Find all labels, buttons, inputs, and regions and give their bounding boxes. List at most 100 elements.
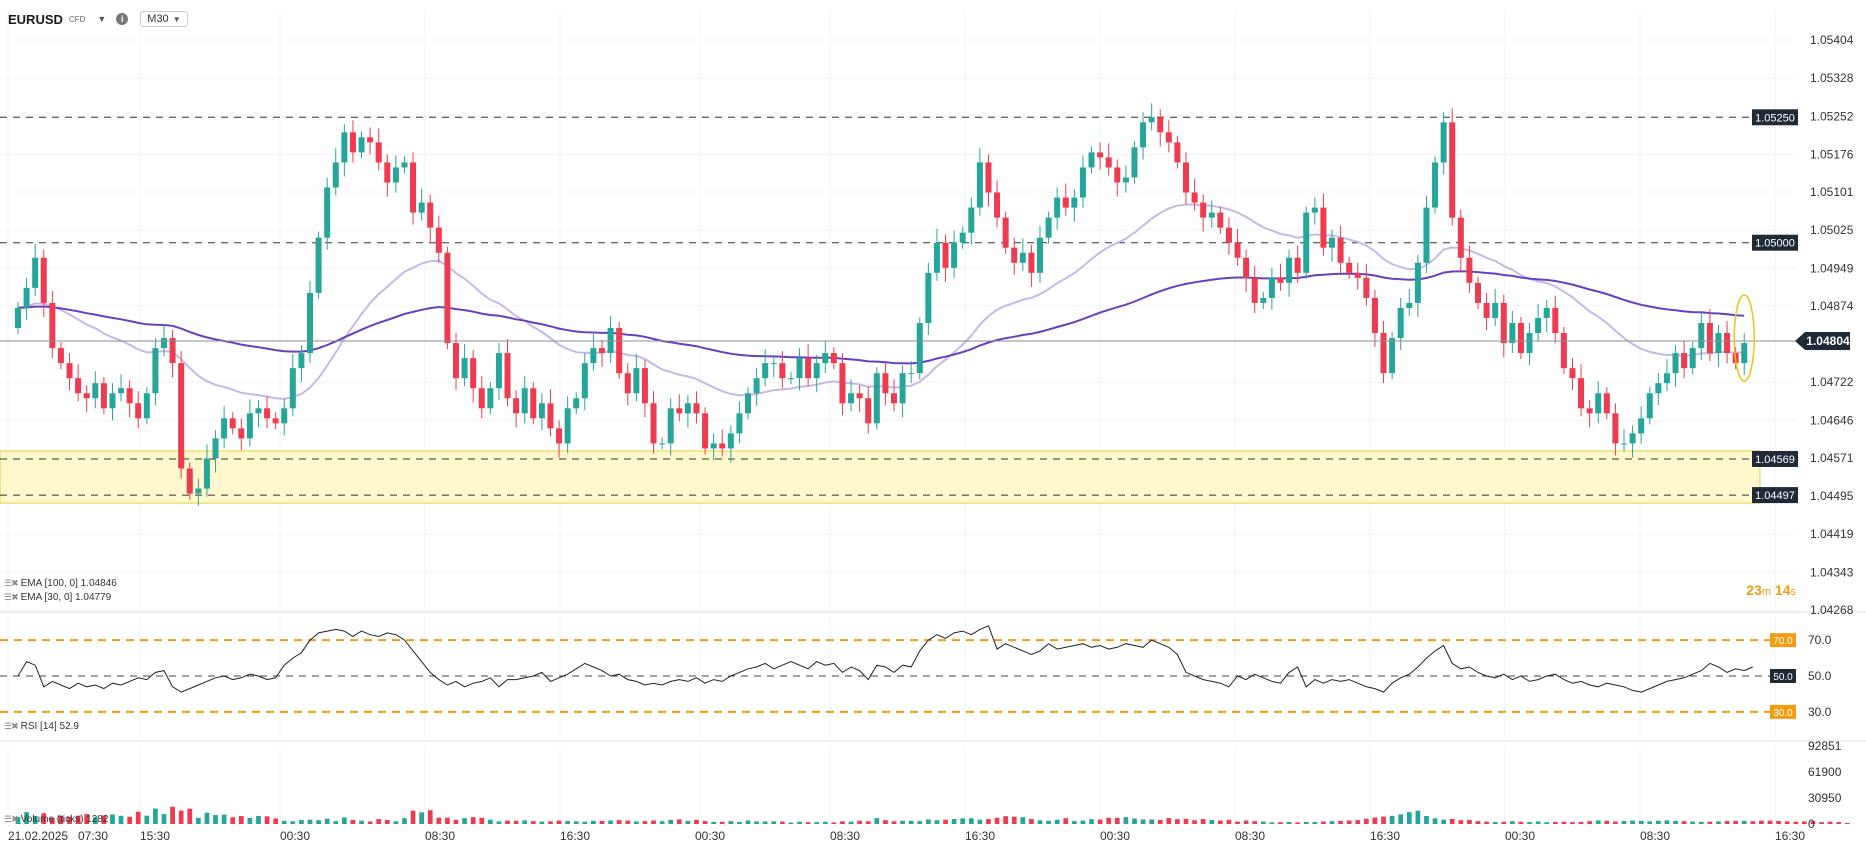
volume-bar bbox=[376, 819, 382, 824]
price-level-tag-bg bbox=[1752, 109, 1798, 126]
candle bbox=[324, 177, 331, 250]
price-axis-tick: 1.05404 bbox=[1810, 33, 1854, 47]
chart-header: EURUSD CFD ▼ i M30 ▼ bbox=[8, 8, 188, 30]
settings-icon[interactable]: ☰✖ bbox=[4, 814, 19, 824]
volume-bar bbox=[299, 819, 304, 824]
candle bbox=[1208, 200, 1215, 228]
candle bbox=[1122, 165, 1129, 193]
candle-body bbox=[14, 307, 22, 329]
candle-body bbox=[92, 383, 99, 399]
volume-bar bbox=[883, 820, 888, 824]
candle-body bbox=[787, 378, 794, 380]
candle-body bbox=[1354, 272, 1361, 278]
candle bbox=[470, 350, 477, 403]
candle-body bbox=[1191, 192, 1198, 203]
volume-bar bbox=[1312, 822, 1318, 824]
candle bbox=[1165, 120, 1172, 153]
time-axis-tick: 00:30 bbox=[695, 829, 725, 843]
candle bbox=[410, 152, 417, 225]
settings-icon[interactable]: ☰✖ bbox=[4, 721, 19, 731]
candle-body bbox=[349, 132, 356, 153]
candle bbox=[1535, 303, 1542, 342]
settings-icon[interactable]: ☰✖ bbox=[4, 578, 19, 588]
candle-body bbox=[1303, 212, 1310, 273]
legend-volume-label: Volume (ticks) 1282 bbox=[20, 814, 109, 825]
volume-bar bbox=[436, 817, 442, 824]
candle-body bbox=[1380, 333, 1387, 374]
candle-body bbox=[264, 408, 271, 419]
price-level-tag: 1.04497 bbox=[1752, 487, 1798, 504]
candle-body bbox=[1165, 132, 1172, 143]
candle-body bbox=[616, 328, 623, 374]
volume-bar bbox=[1844, 822, 1850, 824]
candle-body bbox=[452, 343, 460, 379]
countdown-min-unit: m bbox=[1761, 586, 1772, 598]
candle bbox=[753, 368, 760, 406]
candle-body bbox=[1054, 197, 1061, 218]
volume-bar bbox=[1518, 821, 1524, 824]
candle-body bbox=[178, 363, 185, 469]
candle-body bbox=[1182, 162, 1190, 193]
candle bbox=[178, 351, 185, 479]
volume-bar bbox=[1200, 819, 1206, 824]
candle-body bbox=[495, 353, 502, 389]
candle-body bbox=[401, 162, 408, 168]
candle bbox=[916, 316, 923, 380]
volume-bar bbox=[1123, 817, 1129, 824]
settings-icon[interactable]: ☰✖ bbox=[4, 592, 19, 602]
time-axis-tick: 16:30 bbox=[965, 829, 995, 843]
volume-bar bbox=[75, 815, 81, 824]
candle-body bbox=[796, 358, 803, 379]
candle bbox=[839, 353, 846, 416]
timeframe-select[interactable]: M30 ▼ bbox=[140, 11, 188, 27]
candle bbox=[1157, 109, 1164, 147]
legend-ema100[interactable]: ☰✖ EMA [100, 0] 1.04846 bbox=[4, 578, 117, 589]
rsi-level-tag-text: 70.0 bbox=[1773, 636, 1793, 647]
candle bbox=[744, 387, 752, 420]
candle-body bbox=[573, 398, 580, 409]
volume-bar bbox=[951, 818, 957, 824]
legend-volume[interactable]: ☰✖ Volume (ticks) 1282 bbox=[4, 814, 108, 825]
volume-bar bbox=[1303, 821, 1309, 824]
candle-body bbox=[315, 237, 322, 293]
volume-bar bbox=[1527, 822, 1532, 824]
candle-body bbox=[727, 433, 734, 449]
candle-body bbox=[1663, 373, 1670, 384]
volume-bar bbox=[1175, 819, 1180, 824]
volume-bar bbox=[616, 820, 622, 824]
volume-bar bbox=[15, 817, 21, 824]
candle-body bbox=[1681, 353, 1688, 369]
candle bbox=[160, 323, 168, 357]
candle bbox=[573, 392, 580, 415]
symbol-label[interactable]: EURUSD bbox=[8, 11, 63, 27]
candle bbox=[650, 391, 657, 454]
info-icon[interactable]: i bbox=[116, 13, 129, 25]
chevron-down-icon[interactable]: ▼ bbox=[97, 14, 107, 24]
volume-bar bbox=[1278, 822, 1283, 824]
candle-body bbox=[1578, 378, 1585, 409]
candle bbox=[590, 334, 597, 372]
volume-bar bbox=[462, 818, 467, 824]
candle-body bbox=[1492, 302, 1499, 318]
time-axis-tick: 16:30 bbox=[1775, 829, 1805, 843]
candle bbox=[1371, 289, 1378, 348]
candle-body bbox=[538, 403, 545, 419]
candle bbox=[1526, 322, 1533, 366]
volume-bar bbox=[591, 820, 596, 824]
candle bbox=[581, 353, 588, 411]
price-axis-tick: 1.04722 bbox=[1810, 375, 1854, 389]
candle bbox=[1088, 146, 1095, 174]
legend-ema30[interactable]: ☰✖ EMA [30, 0] 1.04779 bbox=[4, 592, 111, 603]
volume-bar bbox=[1441, 819, 1447, 824]
candle-body bbox=[1638, 418, 1645, 434]
candle-body bbox=[564, 408, 571, 444]
candle bbox=[1268, 267, 1275, 310]
volume-bar bbox=[84, 814, 90, 824]
volume-axis-tick: 0 bbox=[1808, 817, 1815, 831]
candle-body bbox=[641, 368, 648, 404]
volume-bar bbox=[831, 822, 837, 824]
legend-rsi[interactable]: ☰✖ RSI [14] 52.9 bbox=[4, 721, 79, 732]
chevron-down-icon: ▼ bbox=[172, 15, 181, 24]
candle bbox=[281, 398, 288, 436]
